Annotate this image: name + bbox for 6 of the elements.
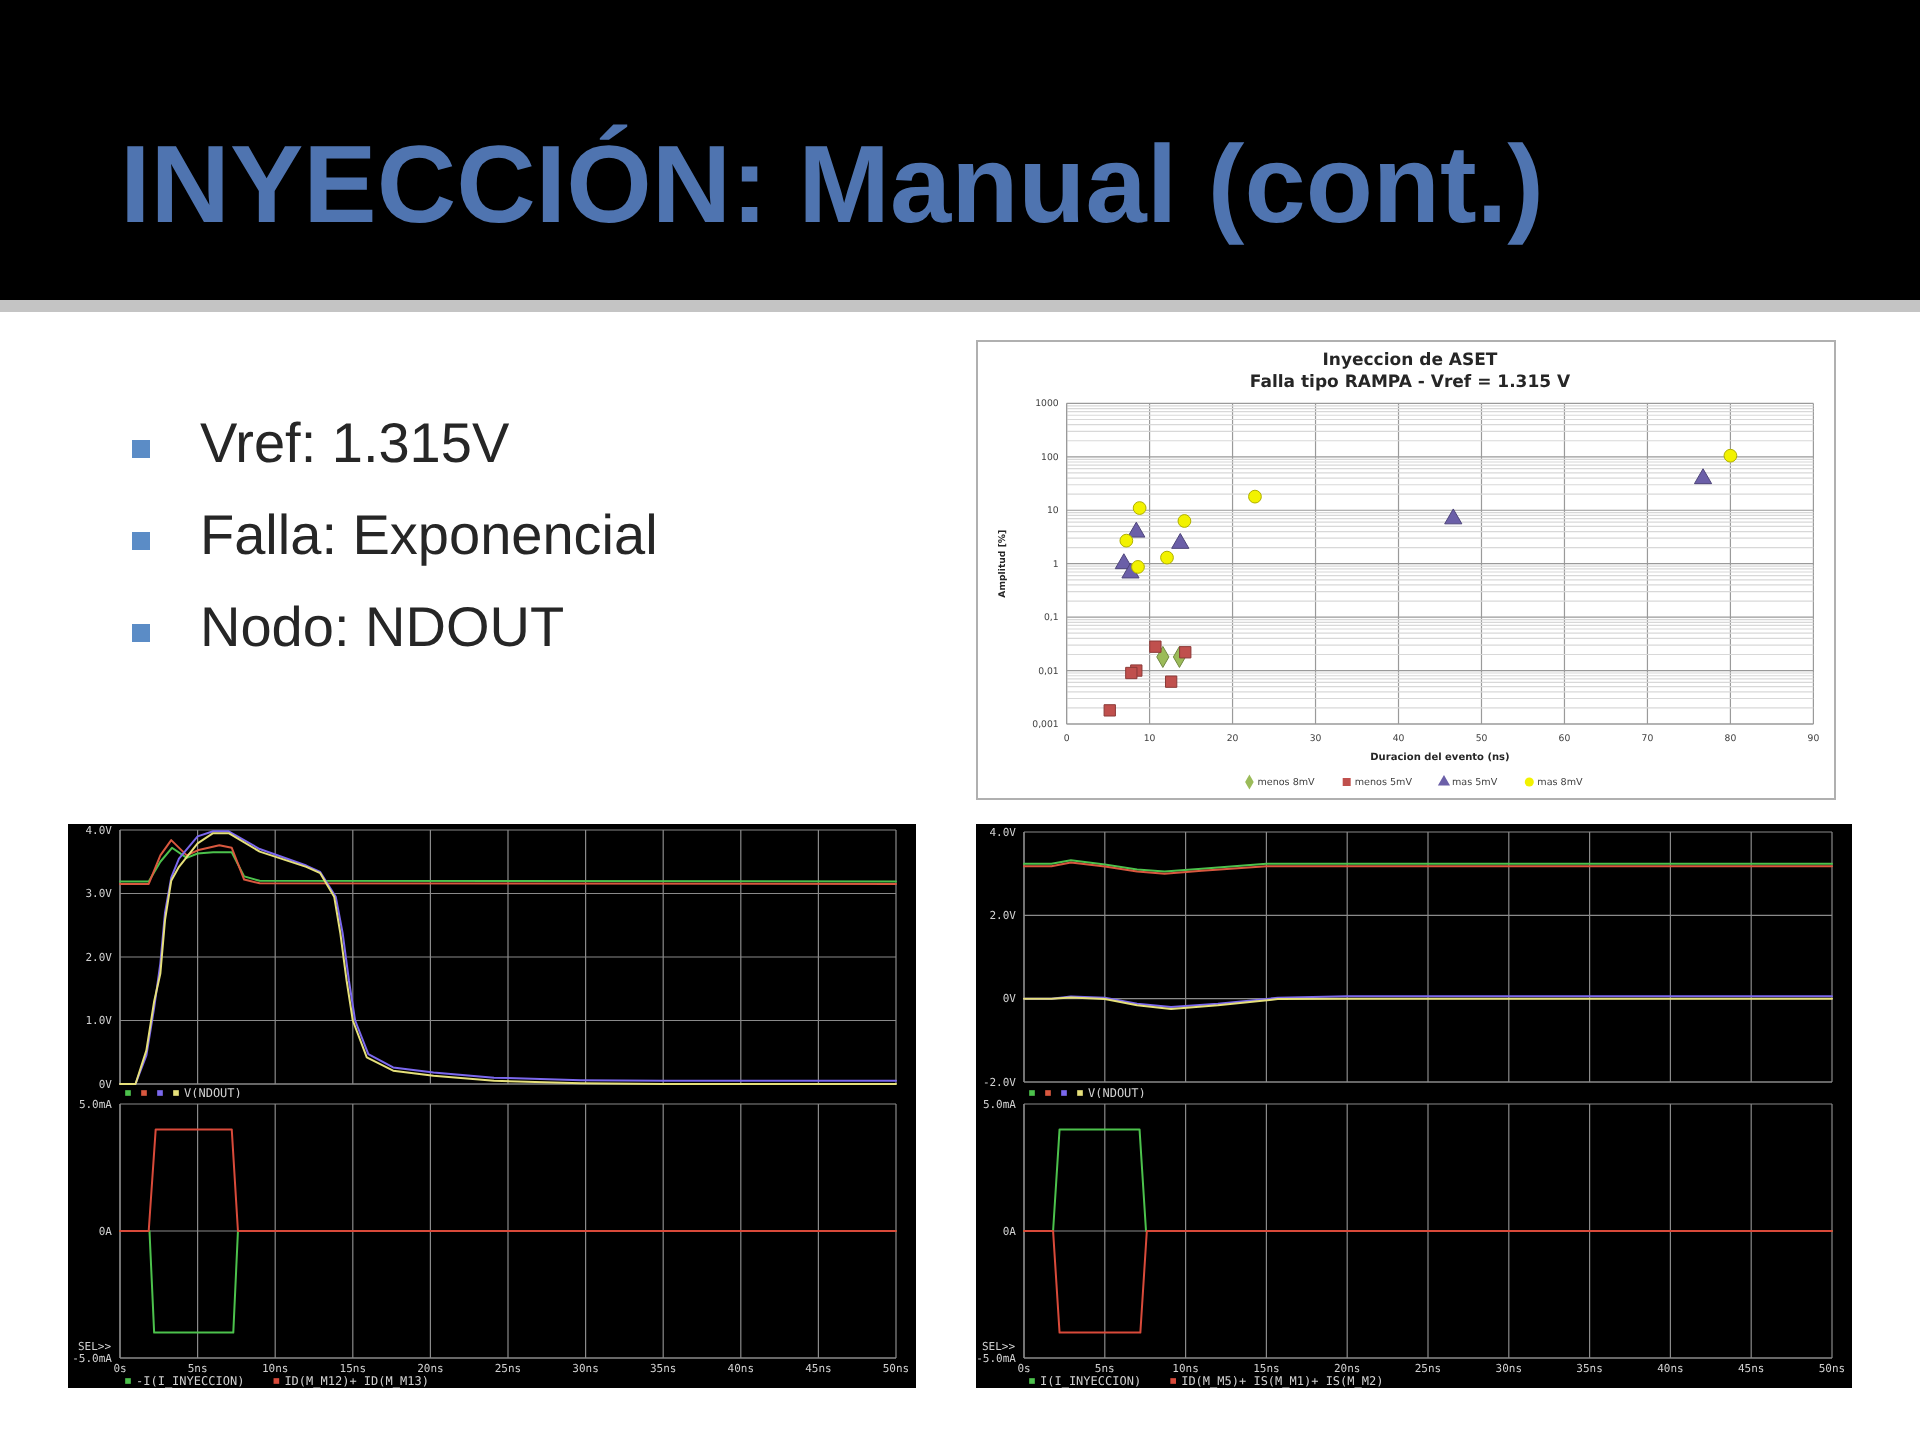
chart-title: Inyeccion de ASET <box>1322 350 1498 371</box>
text: Vref: 1.315V <box>200 412 510 476</box>
text: INYECCIÓN: Manual (cont.) <box>120 122 1544 246</box>
chart-subtitle: Falla tipo RAMPA - Vref = 1.315 V <box>1249 372 1572 393</box>
text: Falla: Exponencial <box>200 504 658 568</box>
text: Nodo: NDOUT <box>200 596 565 660</box>
